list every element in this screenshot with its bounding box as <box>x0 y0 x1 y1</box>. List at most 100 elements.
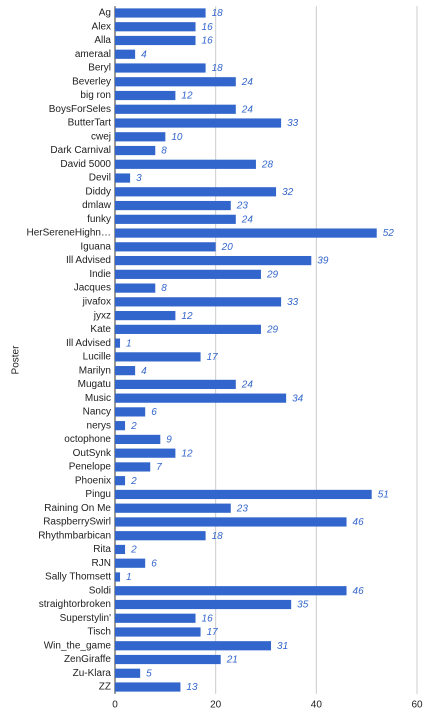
bar <box>115 324 261 334</box>
value-label: 46 <box>353 586 365 597</box>
y-tick-label: Iguana <box>80 241 111 252</box>
value-label: 23 <box>236 503 249 514</box>
y-tick-label: Beryl <box>88 63 111 74</box>
y-tick-label: cwej <box>91 131 111 142</box>
value-label: 29 <box>266 325 279 336</box>
y-tick-label: Kate <box>90 324 111 335</box>
y-tick-label: Indie <box>89 269 111 280</box>
bar <box>115 599 292 610</box>
y-tick-label: Ag <box>99 8 111 19</box>
y-tick-label: Win_the_game <box>44 640 112 651</box>
y-axis-title: Poster <box>11 345 22 375</box>
bar <box>115 448 176 458</box>
y-tick-label: Alex <box>92 21 111 32</box>
value-label: 6 <box>151 558 157 569</box>
bar <box>115 352 201 362</box>
value-label: 9 <box>166 435 172 446</box>
bar <box>115 654 221 665</box>
y-tick-label: dmlaw <box>82 200 112 211</box>
y-tick-label: Superstylin' <box>60 613 111 624</box>
value-label: 32 <box>282 187 294 198</box>
bar <box>115 269 261 279</box>
value-label: 52 <box>383 228 395 239</box>
y-tick-label: Soldi <box>89 585 111 596</box>
bar <box>115 228 377 238</box>
y-tick-label: big ron <box>80 90 111 101</box>
bar <box>115 517 347 527</box>
value-label: 18 <box>212 63 224 74</box>
y-tick-label: HerSereneHighn… <box>27 228 112 239</box>
y-tick-label: nerys <box>87 420 111 431</box>
y-tick-label: Beverley <box>72 76 111 87</box>
value-label: 16 <box>202 22 214 33</box>
y-tick-label: Mugatu <box>78 379 111 390</box>
bar <box>115 77 236 87</box>
bar <box>115 544 126 555</box>
value-label: 24 <box>241 214 254 225</box>
y-tick-label: Pingu <box>85 489 111 500</box>
bar <box>115 63 206 73</box>
bar <box>115 627 201 637</box>
bar <box>115 311 176 321</box>
value-label: 51 <box>378 490 389 501</box>
value-label: 46 <box>353 517 365 528</box>
bar <box>115 586 347 596</box>
bar <box>115 187 277 197</box>
bar <box>115 572 121 582</box>
value-label: 7 <box>156 462 162 473</box>
value-label: 17 <box>207 352 219 363</box>
y-tick-label: Penelope <box>69 462 112 473</box>
value-label: 21 <box>226 655 238 666</box>
bar <box>115 104 236 114</box>
value-label: 35 <box>297 600 309 611</box>
bar <box>115 200 231 211</box>
bar <box>115 118 282 128</box>
bar <box>115 255 312 266</box>
y-tick-label: Rita <box>93 544 111 555</box>
value-label: 1 <box>126 338 132 349</box>
x-tick-label: 0 <box>112 700 118 711</box>
y-tick-label: RJN <box>92 558 111 569</box>
bar <box>115 476 126 486</box>
y-tick-label: OutSynk <box>73 448 112 459</box>
value-label: 6 <box>151 407 157 418</box>
bar <box>115 393 287 403</box>
y-tick-label: BoysForSeles <box>49 104 111 115</box>
bar <box>115 682 181 692</box>
bar <box>115 35 196 46</box>
y-tick-label: Alla <box>94 35 111 46</box>
value-label: 1 <box>126 572 132 583</box>
x-tick-label: 40 <box>311 700 323 711</box>
value-label: 24 <box>241 77 254 88</box>
bar <box>115 145 156 156</box>
y-tick-label: Devil <box>89 173 111 184</box>
y-tick-label: Lucille <box>83 352 112 363</box>
bar <box>115 434 161 445</box>
bar <box>115 283 156 293</box>
y-tick-label: Ill Advised <box>66 255 111 266</box>
value-label: 8 <box>161 283 167 294</box>
bar <box>115 489 372 500</box>
y-tick-label: jivafox <box>82 296 111 307</box>
bar <box>115 173 131 183</box>
y-tick-label: Music <box>85 393 111 404</box>
bar <box>115 132 166 142</box>
value-label: 18 <box>212 531 224 542</box>
y-tick-label: Nancy <box>83 407 111 418</box>
x-tick-label: 60 <box>411 700 423 711</box>
bar <box>115 613 196 623</box>
value-label: 24 <box>241 380 254 391</box>
bar <box>115 668 141 678</box>
y-tick-label: David 5000 <box>60 159 111 170</box>
value-label: 2 <box>130 476 137 487</box>
bar <box>115 407 146 417</box>
bar <box>115 159 256 169</box>
bar <box>115 214 236 224</box>
y-tick-label: funky <box>87 214 111 225</box>
bar <box>115 297 282 307</box>
bar <box>115 49 136 59</box>
bar <box>115 338 121 348</box>
value-label: 16 <box>202 36 214 47</box>
bar <box>115 558 146 568</box>
